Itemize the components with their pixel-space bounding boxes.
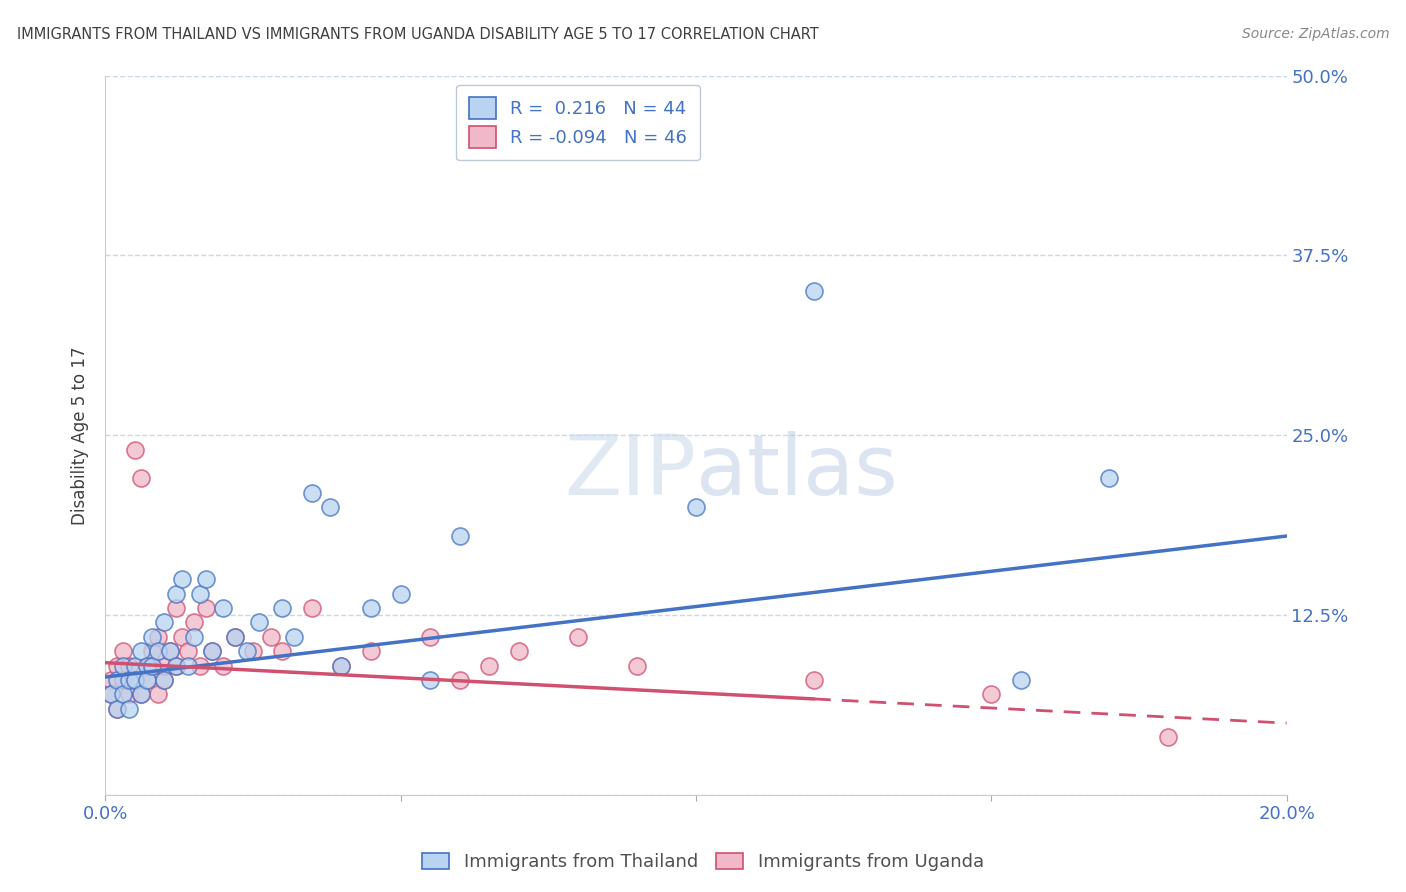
Point (111, 658, 134, 673)
Point (148, 630, 170, 644)
Point (170, 572, 193, 586)
Point (141, 644, 163, 658)
Point (330, 658, 353, 673)
Point (135, 658, 157, 673)
Text: atlas: atlas (696, 431, 897, 512)
Point (389, 586, 412, 600)
Point (224, 630, 246, 644)
Point (141, 630, 163, 644)
Point (242, 644, 264, 658)
Point (449, 673, 471, 687)
Point (141, 658, 163, 673)
Point (177, 658, 200, 673)
Point (803, 285, 825, 299)
Text: ZIP: ZIP (564, 431, 696, 512)
Point (129, 687, 152, 701)
Point (153, 615, 176, 630)
Point (124, 442, 146, 457)
Point (508, 644, 530, 658)
Point (118, 673, 141, 687)
Point (200, 644, 222, 658)
Point (153, 673, 176, 687)
Point (212, 601, 235, 615)
Point (183, 615, 205, 630)
Point (170, 630, 193, 644)
Point (111, 687, 134, 701)
Point (212, 658, 235, 673)
Point (105, 702, 128, 716)
Point (224, 630, 246, 644)
Point (449, 529, 471, 543)
Point (100, 687, 122, 701)
Point (135, 673, 157, 687)
Point (124, 673, 146, 687)
Point (165, 658, 187, 673)
Legend: R =  0.216   N = 44, R = -0.094   N = 46: R = 0.216 N = 44, R = -0.094 N = 46 (456, 85, 700, 161)
Y-axis label: Disability Age 5 to 17: Disability Age 5 to 17 (72, 346, 89, 524)
Point (803, 673, 825, 687)
Point (124, 658, 146, 673)
Point (153, 673, 176, 687)
Point (118, 658, 141, 673)
Point (165, 601, 187, 615)
Point (124, 673, 146, 687)
Point (105, 702, 128, 716)
Point (111, 644, 134, 658)
Point (318, 500, 340, 515)
Point (271, 601, 294, 615)
Point (980, 687, 1002, 701)
Point (236, 644, 259, 658)
Point (105, 658, 128, 673)
Point (165, 658, 187, 673)
Point (247, 615, 270, 630)
Point (135, 658, 157, 673)
Point (188, 658, 211, 673)
Point (129, 687, 152, 701)
Point (360, 644, 382, 658)
Point (148, 644, 170, 658)
Point (301, 486, 323, 500)
Point (567, 630, 589, 644)
Point (188, 586, 211, 600)
Point (330, 658, 353, 673)
Point (626, 658, 648, 673)
Point (177, 644, 200, 658)
Point (141, 658, 163, 673)
Point (478, 658, 501, 673)
Point (129, 471, 152, 485)
Point (159, 644, 181, 658)
Point (685, 500, 707, 515)
Point (159, 644, 181, 658)
Point (129, 644, 152, 658)
Point (301, 601, 323, 615)
Legend: Immigrants from Thailand, Immigrants from Uganda: Immigrants from Thailand, Immigrants fro… (415, 846, 991, 879)
Point (259, 630, 281, 644)
Point (200, 644, 222, 658)
Point (283, 630, 305, 644)
Point (194, 572, 217, 586)
Point (111, 673, 134, 687)
Point (165, 586, 187, 600)
Text: Source: ZipAtlas.com: Source: ZipAtlas.com (1241, 27, 1389, 41)
Point (183, 630, 205, 644)
Point (1010, 673, 1032, 687)
Text: IMMIGRANTS FROM THAILAND VS IMMIGRANTS FROM UGANDA DISABILITY AGE 5 TO 17 CORREL: IMMIGRANTS FROM THAILAND VS IMMIGRANTS F… (17, 27, 818, 42)
Point (419, 630, 441, 644)
Point (148, 687, 170, 701)
Point (100, 687, 122, 701)
Point (118, 702, 141, 716)
Point (194, 601, 217, 615)
Point (419, 673, 441, 687)
Point (118, 687, 141, 701)
Point (105, 673, 128, 687)
Point (100, 673, 122, 687)
Point (1098, 471, 1121, 485)
Point (135, 673, 157, 687)
Point (1157, 731, 1180, 745)
Point (153, 658, 176, 673)
Point (360, 601, 382, 615)
Point (271, 644, 294, 658)
